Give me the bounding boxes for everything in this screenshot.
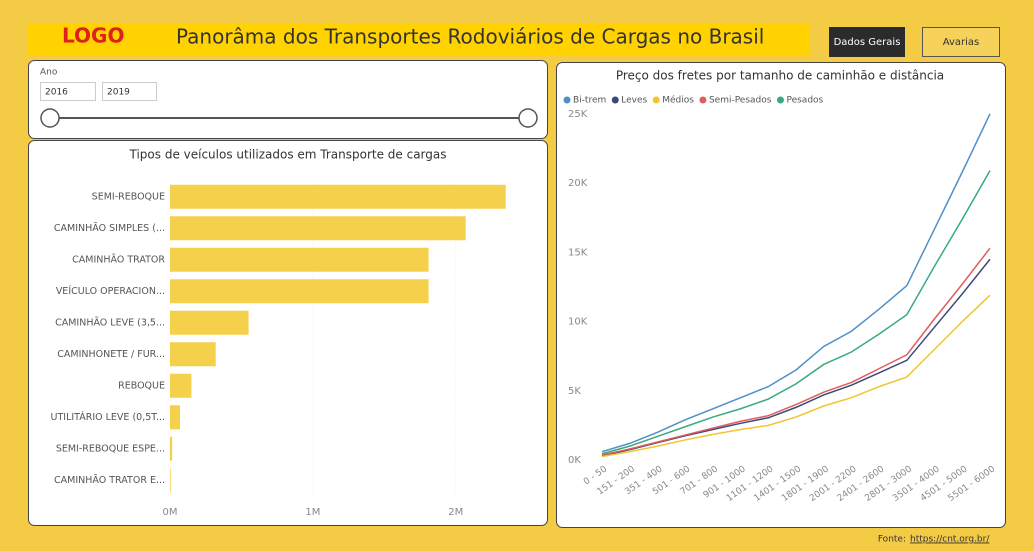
y-tick-label: VEÍCULO OPERACION... — [56, 285, 165, 297]
slider-handle[interactable] — [40, 108, 60, 128]
input-box[interactable] — [40, 82, 96, 101]
chart-title: Tipos de veículos utilizados em Transpor… — [129, 148, 447, 162]
line-panel — [556, 62, 1006, 528]
bar — [170, 468, 171, 493]
y-tick-label: CAMINHÃO TRATOR — [72, 254, 165, 265]
legend-label: Bi-trem — [573, 96, 606, 106]
slicer-to[interactable]: 2019 — [107, 88, 130, 98]
title-bar — [28, 23, 810, 55]
y-tick-label: SEMI-REBOQUE — [92, 191, 165, 202]
x-tick-label: 2M — [448, 507, 463, 518]
legend-marker — [611, 96, 619, 104]
button[interactable]: Avarias — [943, 37, 980, 48]
y-tick-label: CAMINHONETE / FUR... — [57, 349, 165, 360]
bar — [170, 310, 249, 335]
legend-marker — [699, 96, 707, 104]
legend-marker — [776, 96, 784, 104]
series-line — [601, 247, 991, 456]
legend-marker — [563, 96, 571, 104]
bar — [170, 216, 466, 241]
bar — [170, 342, 216, 367]
y-tick-label: CAMINHÃO TRATOR E... — [54, 475, 165, 486]
slicer-from[interactable]: 2016 — [45, 88, 68, 98]
legend-label: Pesados — [786, 96, 823, 106]
legend-label: Médios — [662, 95, 694, 106]
slicer-label: Ano — [40, 68, 58, 78]
bar — [170, 436, 173, 461]
x-tick-label: 0M — [163, 507, 178, 518]
chart-title: Preço dos fretes por tamanho de caminhão… — [616, 69, 944, 83]
y-tick-label: CAMINHÃO SIMPLES (... — [54, 223, 165, 234]
button-bg[interactable] — [829, 27, 905, 57]
footer-link[interactable]: https://cnt.org.br/ — [910, 535, 990, 545]
bar — [170, 279, 429, 304]
slider-handle[interactable] — [518, 108, 538, 128]
y-tick-label: SEMI-REBOQUE ESPE... — [56, 443, 165, 454]
bar — [170, 184, 506, 209]
y-tick-label: REBOQUE — [118, 380, 165, 391]
series-line — [601, 294, 991, 458]
y-tick-label: 20K — [568, 178, 588, 189]
button-bg[interactable] — [922, 27, 1000, 57]
bar — [170, 405, 180, 430]
legend-label: Semi-Pesados — [709, 96, 772, 106]
series-line — [601, 113, 991, 453]
y-tick-label: UTILITÁRIO LEVE (0,5T... — [51, 411, 165, 423]
y-tick-label: 0K — [568, 455, 581, 466]
button[interactable]: Dados Gerais — [834, 37, 901, 48]
legend-marker — [652, 96, 660, 104]
x-tick-label: 1M — [305, 507, 320, 518]
footer-label: Fonte: — [878, 535, 906, 545]
legend-label: Leves — [621, 96, 647, 106]
y-tick-label: 5K — [568, 386, 581, 397]
y-tick-label: 15K — [568, 247, 588, 258]
input-box[interactable] — [102, 82, 157, 101]
y-tick-label: CAMINHÃO LEVE (3,5... — [55, 317, 165, 328]
logo: LOGO — [62, 24, 124, 48]
bar — [170, 373, 192, 398]
page-title: Panorâma dos Transportes Rodoviários de … — [176, 25, 764, 49]
series-line — [601, 170, 991, 455]
bar — [170, 247, 429, 272]
y-tick-label: 25K — [568, 109, 588, 120]
y-tick-label: 10K — [568, 317, 588, 328]
